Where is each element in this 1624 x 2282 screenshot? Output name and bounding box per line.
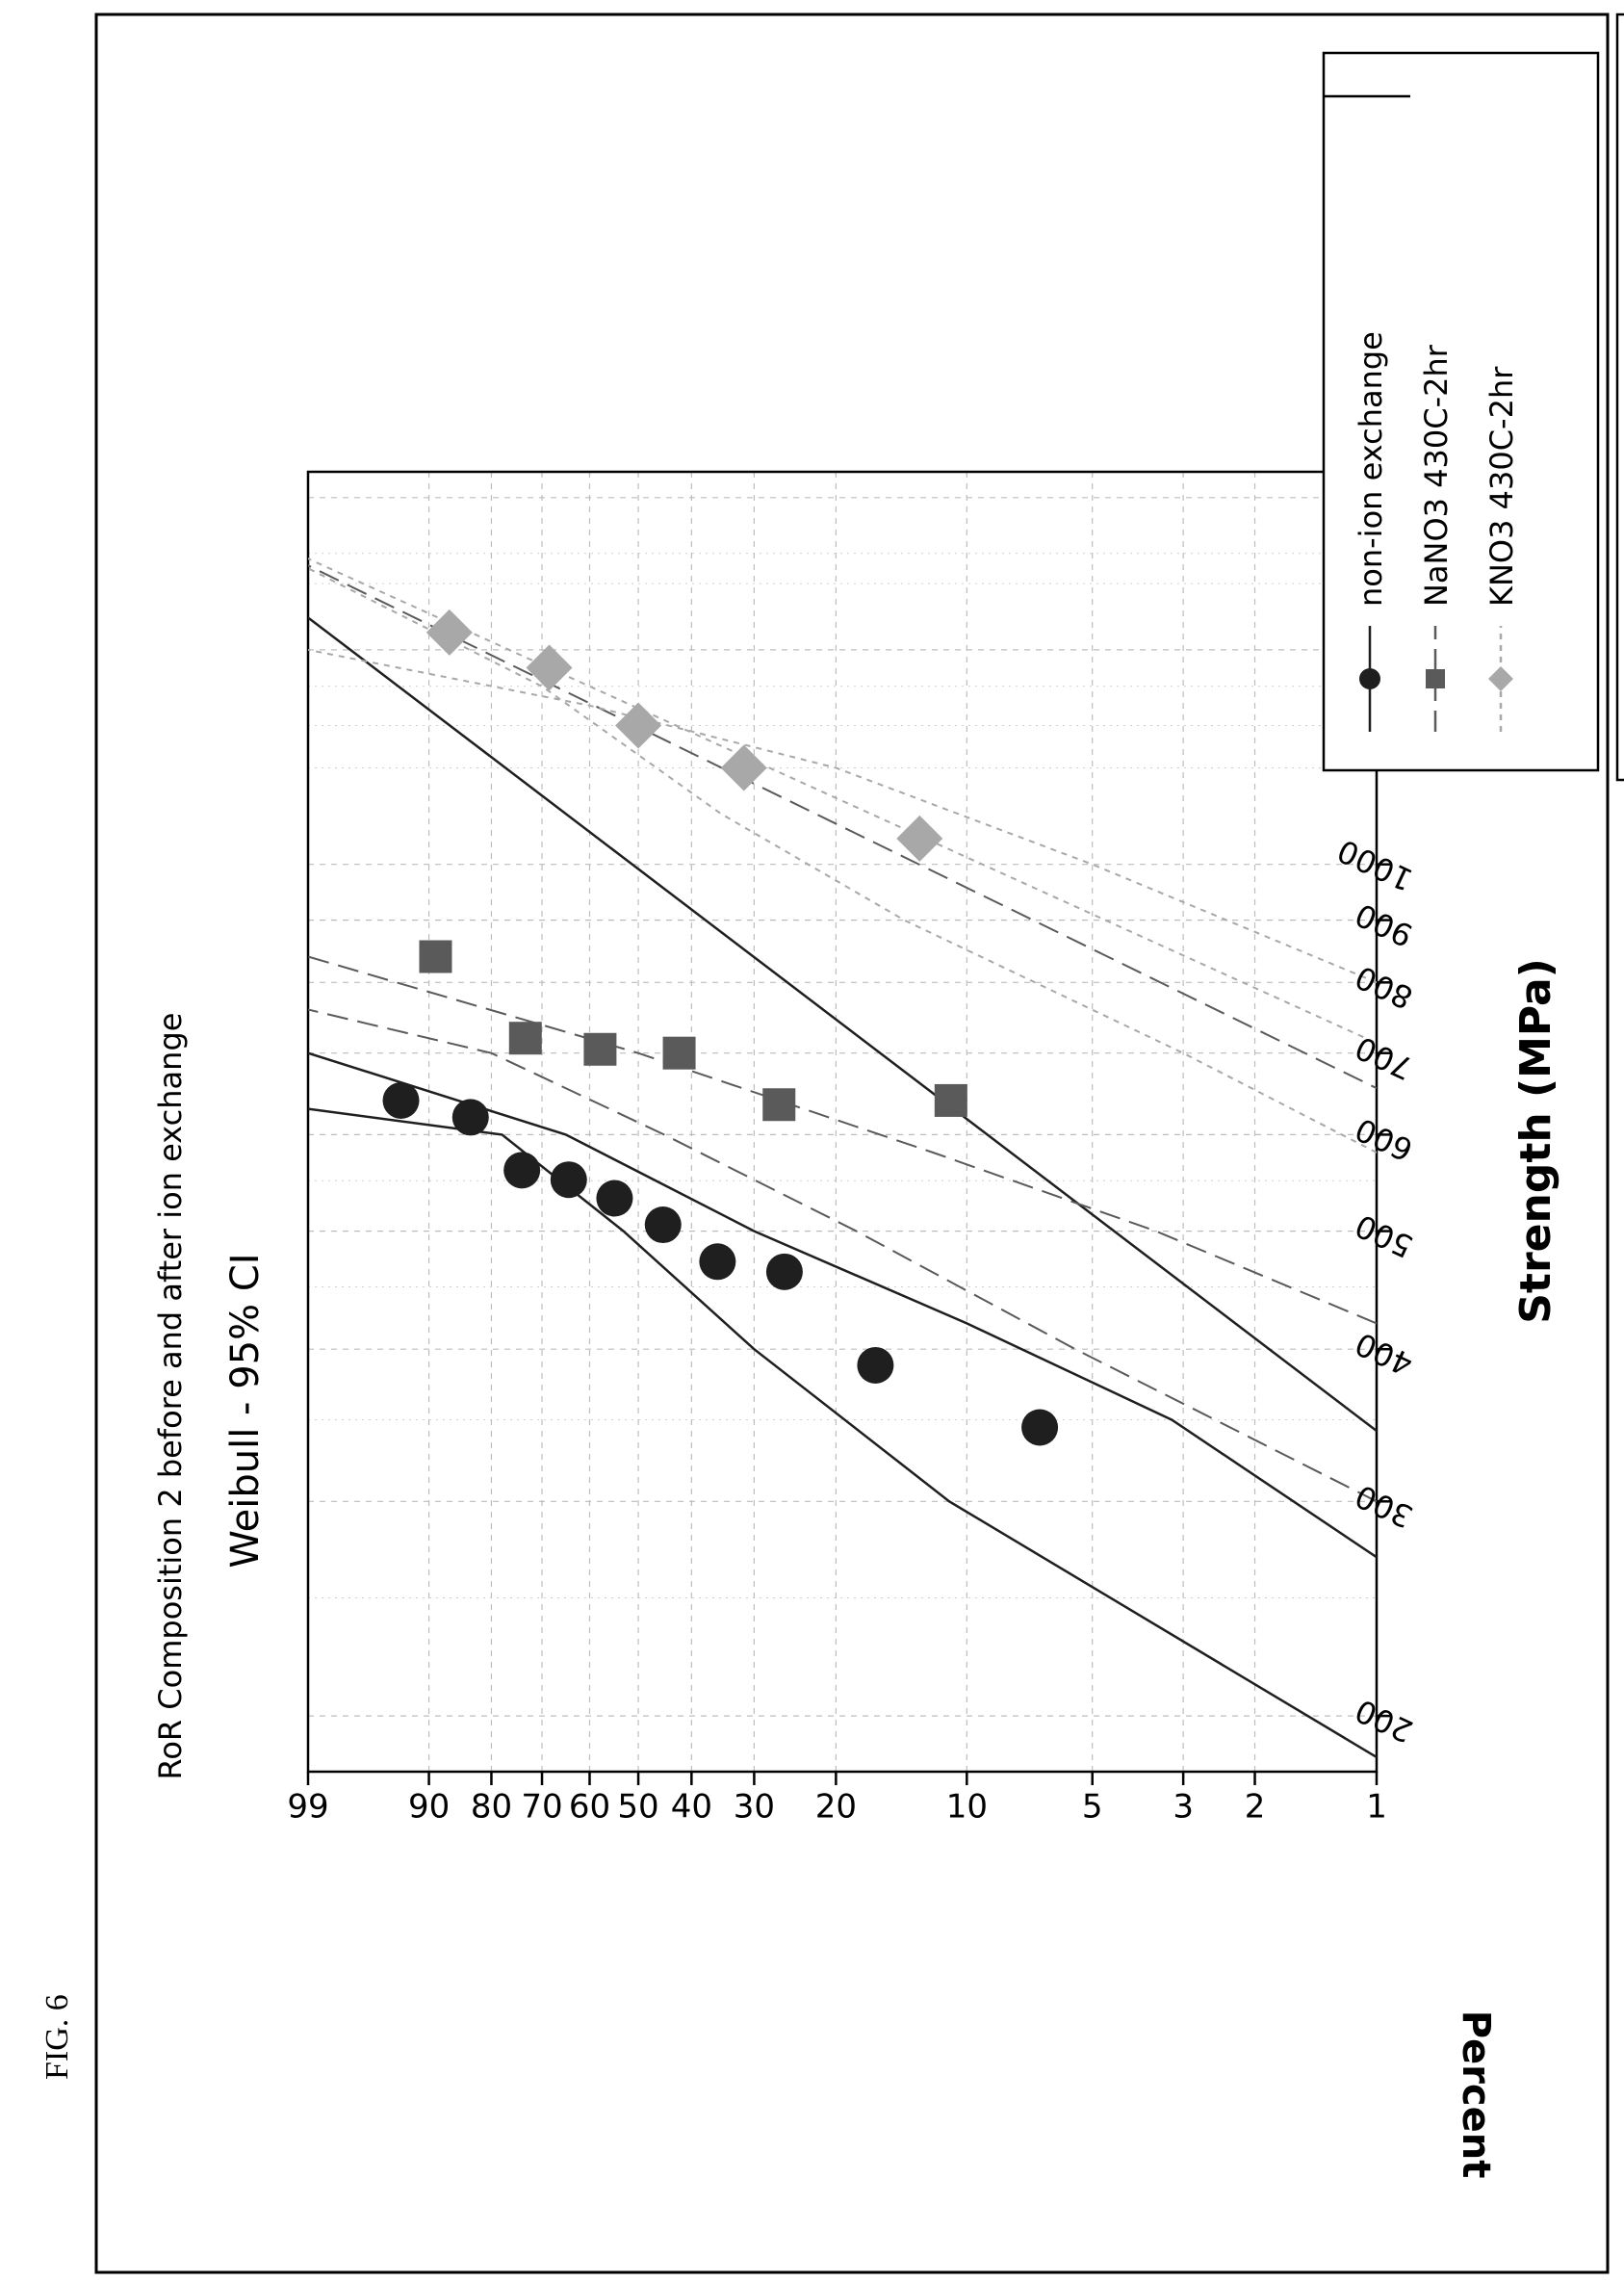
ci-curve-ci-upper [308, 955, 1377, 1325]
chart-subtitle: Weibull - 95% CI [223, 1253, 268, 1568]
data-point-diamond [425, 609, 473, 656]
ci-bands [308, 472, 1377, 1772]
x-tick-label: 1000 [1332, 832, 1419, 898]
data-point-circle [596, 1180, 633, 1217]
data-point-diamond [526, 644, 573, 691]
data-point-circle [857, 1346, 894, 1384]
legend-box [1322, 51, 1600, 772]
ci-curve-ci-lower [308, 1008, 1377, 1503]
x-tick-label: 300 [1350, 1477, 1418, 1535]
legend-label: NaNO3 430C-2hr [1418, 344, 1455, 607]
ci-curve-ci-lower [308, 1107, 1377, 1758]
legend-label: non-ion exchange [1353, 331, 1389, 607]
fit-line [308, 472, 1377, 1772]
data-points [382, 609, 1059, 1446]
stats-box [1615, 13, 1624, 782]
data-point-square [662, 1036, 696, 1070]
y-tick-label: 60 [569, 1788, 610, 1827]
data-point-square [762, 1088, 796, 1122]
data-point-circle [451, 1099, 489, 1136]
grid [307, 472, 1378, 1772]
data-point-circle [550, 1161, 587, 1199]
ci-curve-ci-upper [308, 648, 1377, 984]
data-point-diamond [615, 702, 662, 749]
data-point-square [508, 1022, 542, 1055]
fit-line [308, 472, 1377, 1772]
y-tick-label: 30 [734, 1788, 775, 1827]
figure-frame [94, 13, 1610, 2274]
stats-table: ShapeScaleNADP6.835513.7100.204>0.2509.5… [1615, 13, 1624, 782]
data-point-square [583, 1032, 617, 1066]
data-point-square [934, 1083, 967, 1117]
figure-label: FIG. 6 [39, 1994, 75, 2080]
x-tick-label: 600 [1350, 1110, 1418, 1168]
data-point-circle [765, 1253, 803, 1290]
y-tick-label: 1 [1366, 1788, 1387, 1827]
y-tick-label: 3 [1173, 1788, 1194, 1827]
y-tick-label: 2 [1245, 1788, 1266, 1827]
data-point-circle [1021, 1409, 1059, 1446]
data-point-circle [644, 1206, 682, 1244]
y-axis-label: Percent [1454, 2010, 1498, 2179]
y-tick-label: 5 [1082, 1788, 1103, 1827]
x-tick-label: 500 [1350, 1207, 1418, 1265]
chart-title: RoR Composition 2 before and after ion e… [152, 1013, 189, 1780]
x-tick-label: 900 [1350, 896, 1418, 954]
y-tick-label: 20 [815, 1788, 857, 1827]
legend-label: KNO3 430C-2hr [1483, 366, 1520, 607]
ci-curve-ci-upper [308, 1051, 1377, 1559]
x-tick-label: 700 [1350, 1029, 1418, 1087]
legend-marker-square [1426, 669, 1445, 688]
x-tick-label: 400 [1350, 1325, 1418, 1383]
legend-marker-circle [1359, 668, 1380, 689]
y-tick-label: 99 [287, 1788, 328, 1827]
y-tick-label: 90 [408, 1788, 450, 1827]
data-point-circle [699, 1243, 736, 1281]
figure-label-text: FIG. 6 [39, 1994, 75, 2080]
y-tick-label: 40 [671, 1788, 712, 1827]
data-point-diamond [720, 744, 767, 791]
rotated-chart-group: 200300400500600700800900100015002000 123… [152, 13, 1624, 2179]
x-tick-label: 200 [1350, 1692, 1418, 1750]
fit-line [308, 472, 1377, 1772]
legend-marker-diamond [1488, 666, 1513, 691]
data-point-circle [382, 1081, 420, 1119]
x-axis-label: Strength (MPa) [1511, 958, 1560, 1324]
y-tick-label: 80 [471, 1788, 512, 1827]
y-tick-label: 10 [946, 1788, 988, 1827]
legend: non-ion exchange NaNO3 430C-2hr KNO3 430C-… [1322, 51, 1600, 772]
data-point-circle [503, 1152, 541, 1189]
y-tick-label: 70 [521, 1788, 562, 1827]
data-point-square [419, 940, 452, 973]
plot-area [306, 470, 1379, 1774]
y-tick-label: 50 [617, 1788, 658, 1827]
ci-curve-ci-lower [308, 567, 1377, 1154]
x-tick-label: 800 [1350, 958, 1418, 1016]
data-point-diamond [896, 815, 943, 862]
